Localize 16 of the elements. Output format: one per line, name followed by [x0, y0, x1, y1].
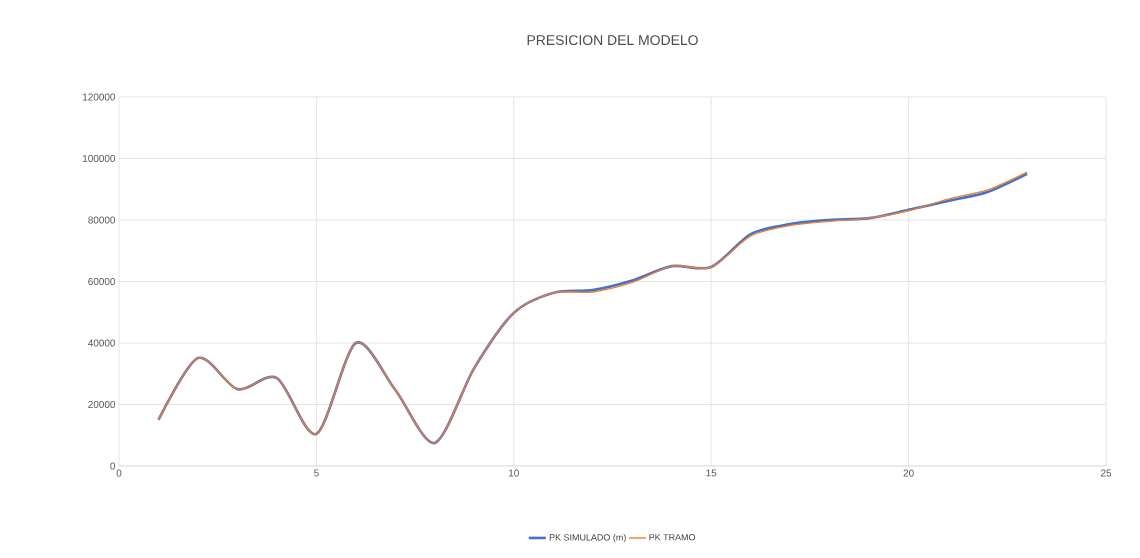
y-tick-label: 100000 — [83, 154, 116, 163]
y-tick-label: 60000 — [88, 277, 116, 286]
chart-title: PRESICION DEL MODELO — [527, 35, 698, 46]
x-tick-label: 5 — [314, 469, 319, 477]
x-tick-label: 20 — [903, 469, 914, 477]
legend-label: PK SIMULADO (m) — [549, 533, 626, 543]
x-tick-label: 25 — [1100, 469, 1112, 477]
x-tick-label: 15 — [706, 469, 717, 477]
y-tick-label: 40000 — [88, 339, 116, 347]
x-tick-label: 10 — [509, 469, 519, 477]
y-tick-label: 0 — [110, 462, 116, 470]
x-tick-label: 0 — [116, 469, 122, 477]
legend-label: PK TRAMO — [649, 534, 696, 541]
y-tick-label: 80000 — [88, 216, 116, 224]
y-tick-label: 120000 — [83, 93, 116, 101]
y-tick-label: 20000 — [88, 400, 116, 409]
